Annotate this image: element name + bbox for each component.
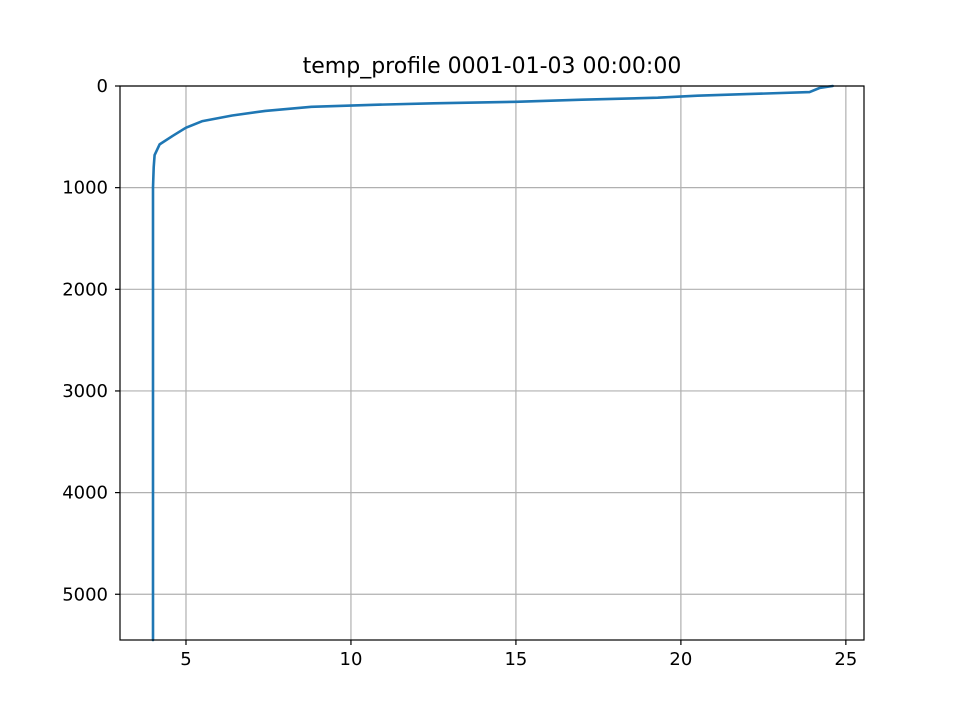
chart-title: temp_profile 0001-01-03 00:00:00 bbox=[303, 54, 682, 79]
axis-ticks: 5 10 15 20 25 0 1000 2000 3000 4000 5000 bbox=[62, 76, 857, 670]
y-tick-label: 1000 bbox=[62, 178, 108, 199]
x-tick-label: 10 bbox=[340, 649, 363, 670]
y-tick-label: 3000 bbox=[62, 381, 108, 402]
y-tick-label: 5000 bbox=[62, 584, 108, 605]
y-tick-label: 4000 bbox=[62, 483, 108, 504]
x-tick-label: 5 bbox=[180, 649, 191, 670]
y-tick-label: 2000 bbox=[62, 279, 108, 300]
x-tick-label: 15 bbox=[504, 649, 527, 670]
x-tick-label: 20 bbox=[669, 649, 692, 670]
axes-frame bbox=[119, 85, 865, 641]
series-line-temp_profile bbox=[151, 84, 835, 642]
y-tick-label: 0 bbox=[97, 76, 108, 97]
series-lines bbox=[151, 84, 835, 642]
x-tick-label: 25 bbox=[834, 649, 857, 670]
